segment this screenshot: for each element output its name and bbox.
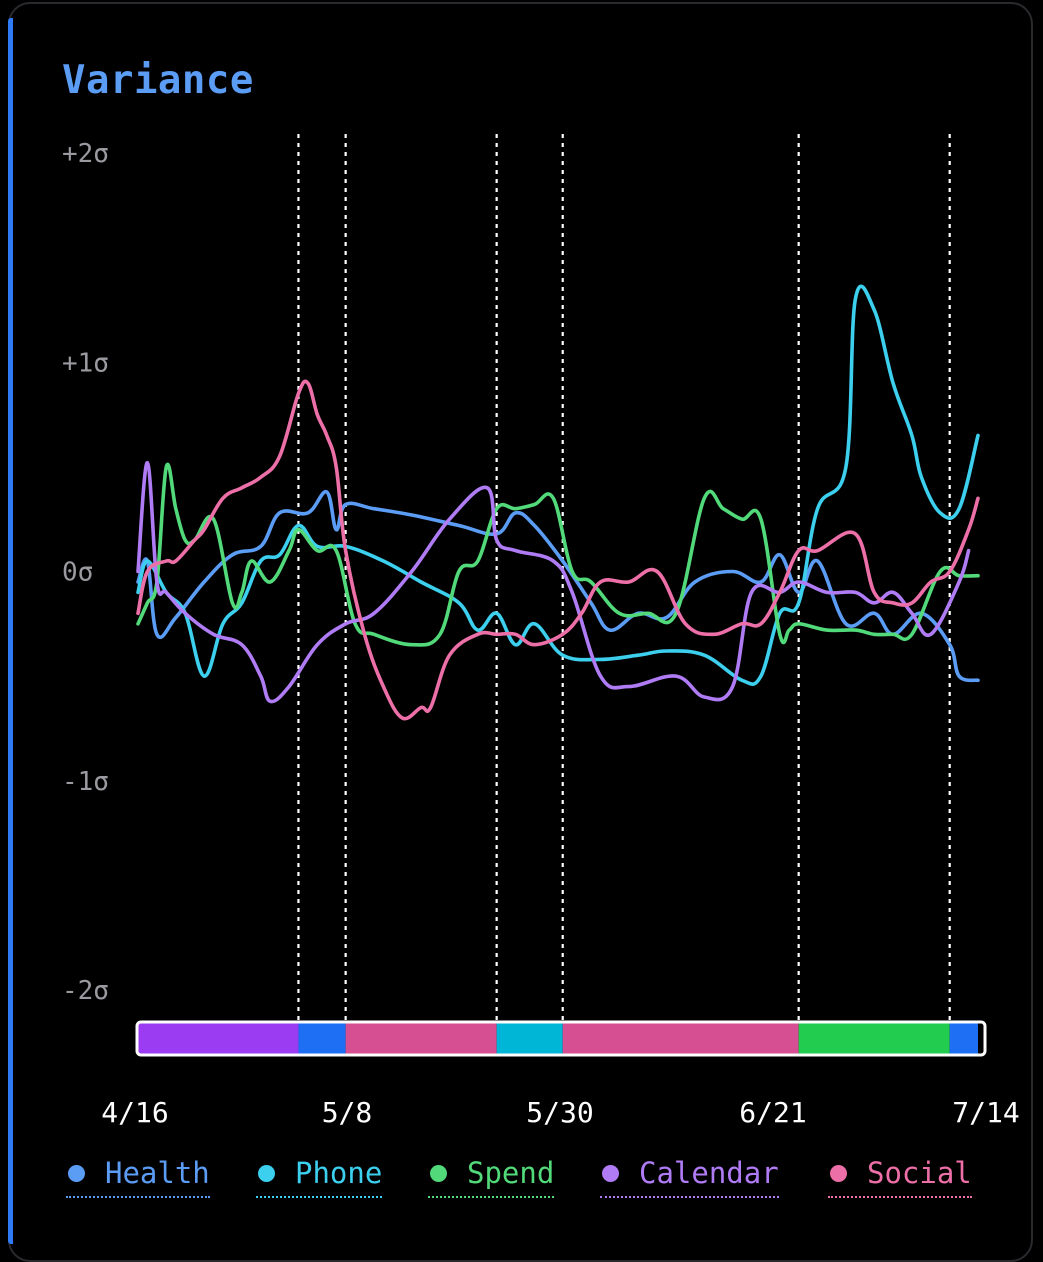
x-tick-label: 7/14: [952, 1096, 1019, 1129]
legend-dot-icon: [258, 1164, 275, 1182]
legend-label: Spend: [467, 1156, 555, 1190]
series-line-calendar[interactable]: [136, 460, 971, 704]
x-tick-label: 6/21: [739, 1096, 806, 1129]
legend-dot-icon: [68, 1164, 85, 1182]
timeline-segment-phone[interactable]: [496, 1023, 563, 1054]
series-line-phone[interactable]: [136, 284, 980, 686]
legend-item-social[interactable]: Social: [828, 1156, 972, 1198]
legend-item-spend[interactable]: Spend: [428, 1156, 555, 1198]
series-lines: [136, 284, 980, 721]
event-markers: [297, 134, 951, 1021]
legend-label: Health: [105, 1156, 210, 1190]
card-accent-bar: [8, 18, 13, 1244]
legend-label: Calendar: [639, 1156, 779, 1190]
x-tick-label: 5/30: [526, 1096, 593, 1129]
timeline-segment-social[interactable]: [562, 1023, 799, 1054]
timeline-bar[interactable]: [135, 1020, 987, 1057]
timeline-bar-border: [135, 1020, 987, 1057]
y-tick-label: +1σ: [62, 348, 109, 378]
timeline-segment-health[interactable]: [949, 1023, 978, 1054]
y-tick-label: +2σ: [62, 139, 109, 169]
legend-label: Social: [867, 1156, 972, 1190]
legend-dot-icon: [830, 1164, 847, 1182]
timeline-segment-calendar[interactable]: [138, 1023, 299, 1054]
legend-item-calendar[interactable]: Calendar: [600, 1156, 779, 1198]
legend-item-health[interactable]: Health: [66, 1156, 210, 1198]
legend-label: Phone: [295, 1156, 383, 1190]
timeline-segment-spend[interactable]: [798, 1023, 950, 1054]
series-line-spend[interactable]: [136, 462, 980, 647]
timeline-segment-social[interactable]: [345, 1023, 497, 1054]
chart-title: Variance: [62, 58, 254, 103]
x-tick-label: 4/16: [101, 1096, 168, 1129]
y-tick-label: 0σ: [62, 558, 93, 588]
y-tick-label: -2σ: [62, 976, 109, 1006]
legend-item-phone[interactable]: Phone: [256, 1156, 383, 1198]
legend-dot-icon: [430, 1164, 447, 1182]
legend: Health Phone Spend Calendar Social: [60, 1156, 990, 1206]
x-axis-ticks: 4/16 5/8 5/30 6/21 7/14: [101, 1096, 1019, 1129]
y-tick-label: -1σ: [62, 767, 109, 797]
timeline-segment-health[interactable]: [298, 1023, 346, 1054]
legend-dot-icon: [602, 1164, 619, 1182]
y-axis-ticks: +2σ +1σ 0σ -1σ -2σ: [62, 139, 109, 1006]
series-line-social[interactable]: [136, 379, 980, 721]
x-tick-label: 5/8: [322, 1096, 373, 1129]
series-line-health[interactable]: [136, 490, 980, 683]
